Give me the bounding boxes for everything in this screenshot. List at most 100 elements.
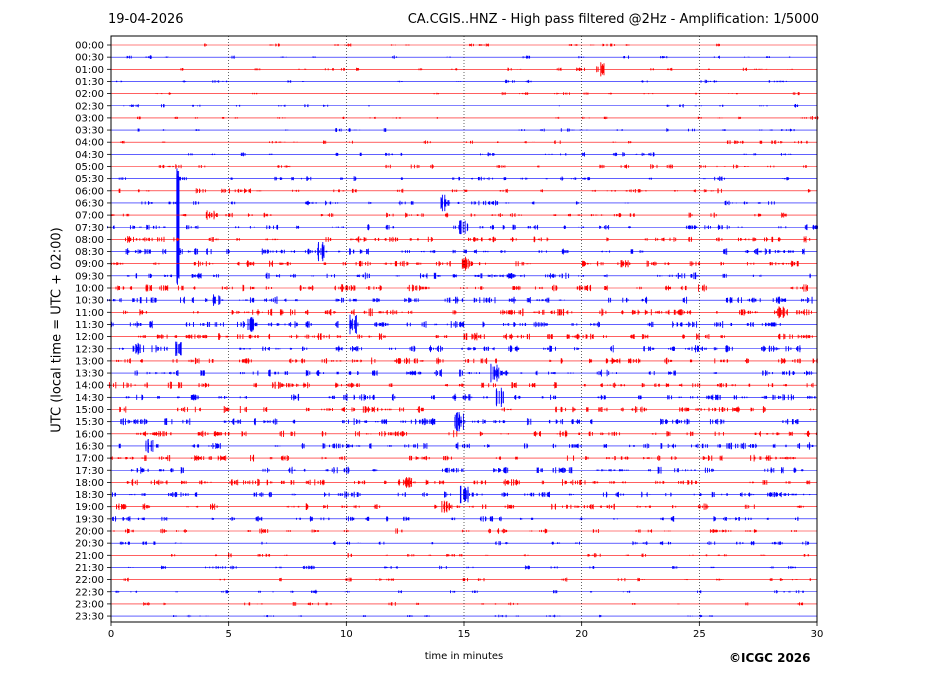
- y-tick-label: 00:30: [75, 53, 104, 64]
- axis-ticks: 0 5 10 15 20 25 30 00:0000:3001:0001:3002:0002:…: [75, 41, 823, 641]
- trace-signal: [108, 381, 814, 389]
- y-tick-label: 22:00: [75, 575, 104, 586]
- copyright-notice: ©ICGC 2026: [729, 651, 811, 665]
- y-tick-label: 05:30: [75, 174, 104, 185]
- x-axis-label: time in minutes: [424, 651, 504, 662]
- y-tick-label: 21:30: [75, 563, 104, 574]
- y-tick-label: 11:00: [75, 308, 104, 319]
- trace-lines: [107, 43, 819, 618]
- trace-signal: [128, 565, 796, 570]
- trace-signal: [126, 55, 791, 59]
- y-tick-label: 15:30: [75, 417, 104, 428]
- trace-signal: [138, 332, 813, 341]
- y-tick-label: 01:00: [75, 65, 104, 76]
- trace-signal: [107, 294, 813, 306]
- trace-signal: [130, 466, 804, 474]
- y-tick-label: 02:30: [75, 101, 104, 112]
- plot-frame: [110, 35, 818, 623]
- y-tick-label: 10:30: [75, 296, 104, 307]
- trace-signal: [110, 314, 781, 335]
- trace-signal: [137, 116, 819, 120]
- trace-signal: [113, 528, 797, 534]
- y-tick-label: 13:30: [75, 369, 104, 380]
- x-tick-label: 0: [108, 629, 114, 640]
- trace-signal: [119, 341, 801, 356]
- y-tick-label: 14:30: [75, 393, 104, 404]
- y-tick-label: 17:30: [75, 466, 104, 477]
- trace-signal: [123, 306, 812, 319]
- y-tick-label: 17:00: [75, 454, 104, 465]
- trace-signal: [123, 577, 812, 582]
- y-tick-label: 20:00: [75, 527, 104, 538]
- trace-signal: [125, 236, 811, 243]
- chart-title: CA.CGIS..HNZ - High pass filtered @2Hz -…: [407, 12, 819, 27]
- trace-signal: [118, 439, 814, 453]
- trace-signal: [110, 210, 787, 220]
- y-tick-label: 05:00: [75, 162, 104, 173]
- trace-signal: [136, 430, 817, 438]
- y-tick-label: 11:30: [75, 320, 104, 331]
- y-tick-label: 03:00: [75, 113, 104, 124]
- y-tick-label: 02:00: [75, 89, 104, 100]
- trace-signal: [126, 477, 811, 488]
- y-tick-label: 19:30: [75, 514, 104, 525]
- y-tick-label: 08:30: [75, 247, 104, 258]
- y-tick-label: 09:00: [75, 259, 104, 270]
- plot-date: 19-04-2026: [108, 12, 184, 27]
- trace-signal: [118, 188, 811, 194]
- trace-signal: [137, 128, 795, 132]
- trace-signal: [123, 104, 799, 108]
- y-tick-label: 18:00: [75, 478, 104, 489]
- x-tick-label: 25: [693, 629, 706, 640]
- trace-signal: [115, 284, 808, 292]
- trace-signal: [115, 79, 787, 84]
- y-tick-label: 00:00: [75, 41, 104, 52]
- x-tick-label: 20: [575, 629, 588, 640]
- trace-signal: [119, 540, 809, 546]
- trace-signal: [180, 62, 794, 77]
- trace-signal: [116, 500, 804, 513]
- trace-signal: [112, 485, 811, 504]
- trace-signal: [204, 43, 720, 47]
- trace-signal: [171, 553, 810, 558]
- y-tick-label: 16:00: [75, 429, 104, 440]
- y-tick-label: 10:00: [75, 284, 104, 295]
- trace-signal: [112, 516, 799, 522]
- y-tick-label: 12:30: [75, 344, 104, 355]
- x-tick-label: 30: [811, 629, 824, 640]
- grid-lines: [228, 36, 700, 622]
- trace-signal: [125, 387, 816, 407]
- y-tick-label: 12:00: [75, 332, 104, 343]
- trace-signal: [158, 164, 807, 169]
- x-tick-label: 10: [340, 629, 353, 640]
- trace-signal: [143, 602, 804, 606]
- y-tick-label: 14:00: [75, 381, 104, 392]
- y-tick-label: 01:30: [75, 77, 104, 88]
- trace-signal: [118, 176, 790, 181]
- x-tick-label: 5: [225, 629, 231, 640]
- y-tick-label: 19:00: [75, 502, 104, 513]
- y-tick-label: 07:30: [75, 223, 104, 234]
- trace-signal: [119, 406, 815, 413]
- trace-signal: [120, 140, 808, 145]
- y-tick-label: 16:30: [75, 441, 104, 452]
- y-tick-label: 06:30: [75, 198, 104, 209]
- y-tick-label: 09:30: [75, 271, 104, 282]
- y-tick-label: 06:00: [75, 186, 104, 197]
- y-tick-label: 15:00: [75, 405, 104, 416]
- trace-signal: [126, 272, 811, 280]
- y-tick-label: 04:30: [75, 150, 104, 161]
- trace-signal: [155, 92, 800, 96]
- y-tick-label: 07:00: [75, 211, 104, 222]
- y-tick-label: 03:30: [75, 126, 104, 137]
- y-tick-label: 04:00: [75, 138, 104, 149]
- y-tick-label: 21:00: [75, 551, 104, 562]
- y-tick-label: 08:00: [75, 235, 104, 246]
- trace-signal: [110, 454, 796, 462]
- trace-signal: [173, 614, 713, 618]
- trace-signal: [125, 242, 805, 262]
- y-tick-label: 22:30: [75, 587, 104, 598]
- y-tick-label: 13:00: [75, 356, 104, 367]
- trace-signal: [111, 256, 799, 271]
